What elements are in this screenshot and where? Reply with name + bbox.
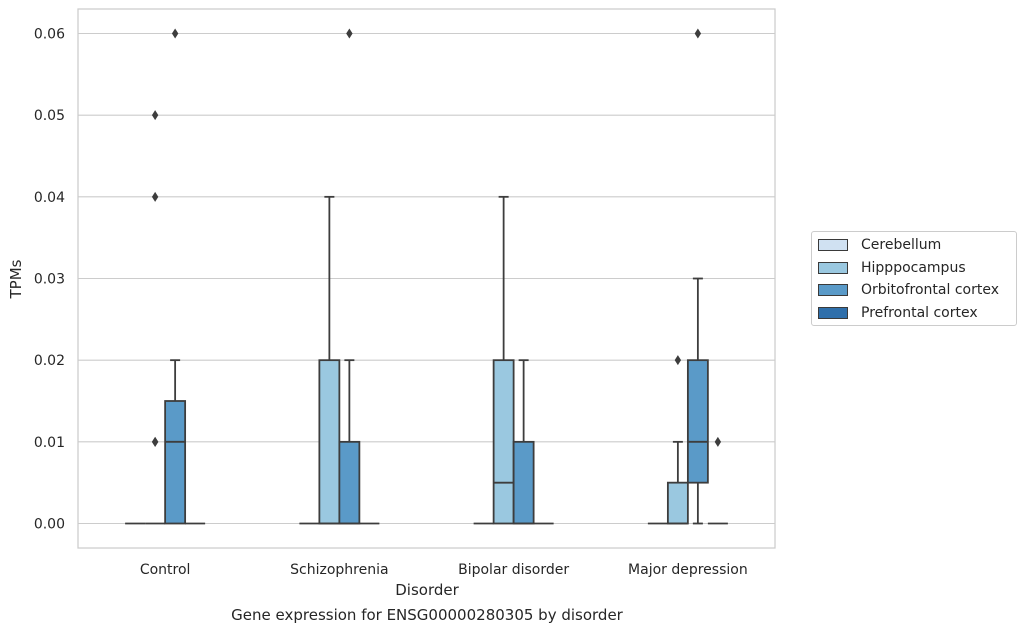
- y-tick-label: 0.05: [34, 108, 65, 124]
- y-tick-label: 0.03: [34, 272, 65, 288]
- gridlines: [78, 32, 775, 525]
- legend-swatch-prefrontal-cortex: [818, 307, 848, 319]
- x-tick-label: Control: [140, 562, 191, 578]
- legend-item-cerebellum: Cerebellum: [818, 235, 941, 255]
- legend: Cerebellum Hipppocampus Orbitofrontal co…: [811, 231, 1017, 326]
- outlier-point: [674, 355, 682, 366]
- legend-item-hippocampus: Hipppocampus: [818, 258, 966, 278]
- outlier-point: [151, 191, 159, 202]
- legend-swatch-cerebellum: [818, 239, 848, 251]
- y-axis-label: TPMs: [7, 259, 25, 299]
- box: [686, 359, 709, 484]
- outlier-point: [346, 28, 353, 39]
- box: [492, 359, 515, 525]
- box: [666, 481, 689, 525]
- box-group: [666, 355, 689, 525]
- box: [164, 400, 187, 525]
- legend-label-orbitofrontal-cortex: Orbitofrontal cortex: [861, 282, 999, 298]
- x-tick-label: Major depression: [628, 562, 748, 578]
- legend-label-cerebellum: Cerebellum: [861, 237, 942, 253]
- outlier-point: [694, 28, 702, 39]
- box: [512, 440, 535, 525]
- legend-swatch-hippocampus: [818, 262, 848, 274]
- box-group: [145, 110, 166, 525]
- box-group: [492, 195, 515, 525]
- y-tick-label: 0.01: [34, 435, 65, 451]
- outlier-point: [714, 436, 722, 447]
- outlier-point: [151, 436, 159, 447]
- legend-swatch-orbitofrontal-cortex: [818, 284, 848, 296]
- outlier-point: [151, 110, 159, 121]
- legend-label-hippocampus: Hipppocampus: [861, 260, 966, 276]
- y-tick-label: 0.06: [34, 27, 65, 43]
- figure-caption: Gene expression for ENSG00000280305 by d…: [231, 606, 623, 624]
- y-tick-label: 0.04: [34, 190, 65, 206]
- y-axis-ticks: 0.00 0.01 0.02 0.03 0.04 0.05 0.06: [34, 27, 65, 533]
- box: [318, 359, 341, 525]
- x-tick-label: Schizophrenia: [290, 562, 388, 578]
- box-group: [338, 28, 361, 525]
- box-group: [164, 28, 187, 525]
- legend-label-prefrontal-cortex: Prefrontal cortex: [861, 305, 978, 321]
- x-axis-ticks: Control Schizophrenia Bipolar disorder Majo…: [140, 562, 748, 578]
- x-axis-label: Disorder: [395, 581, 459, 599]
- plot-boxes: [125, 28, 728, 525]
- box-group: [707, 436, 728, 525]
- outlier-point: [171, 28, 179, 39]
- y-tick-label: 0.00: [34, 517, 65, 533]
- plot-area-frame: [77, 8, 776, 549]
- box-group: [318, 195, 341, 525]
- legend-item-orbitofrontal-cortex: Orbitofrontal cortex: [818, 280, 999, 300]
- box-group: [512, 359, 535, 525]
- legend-item-prefrontal-cortex: Prefrontal cortex: [818, 303, 978, 323]
- y-tick-label: 0.02: [34, 353, 65, 369]
- box: [338, 440, 361, 525]
- x-tick-label: Bipolar disorder: [458, 562, 569, 578]
- box-group: [686, 28, 709, 525]
